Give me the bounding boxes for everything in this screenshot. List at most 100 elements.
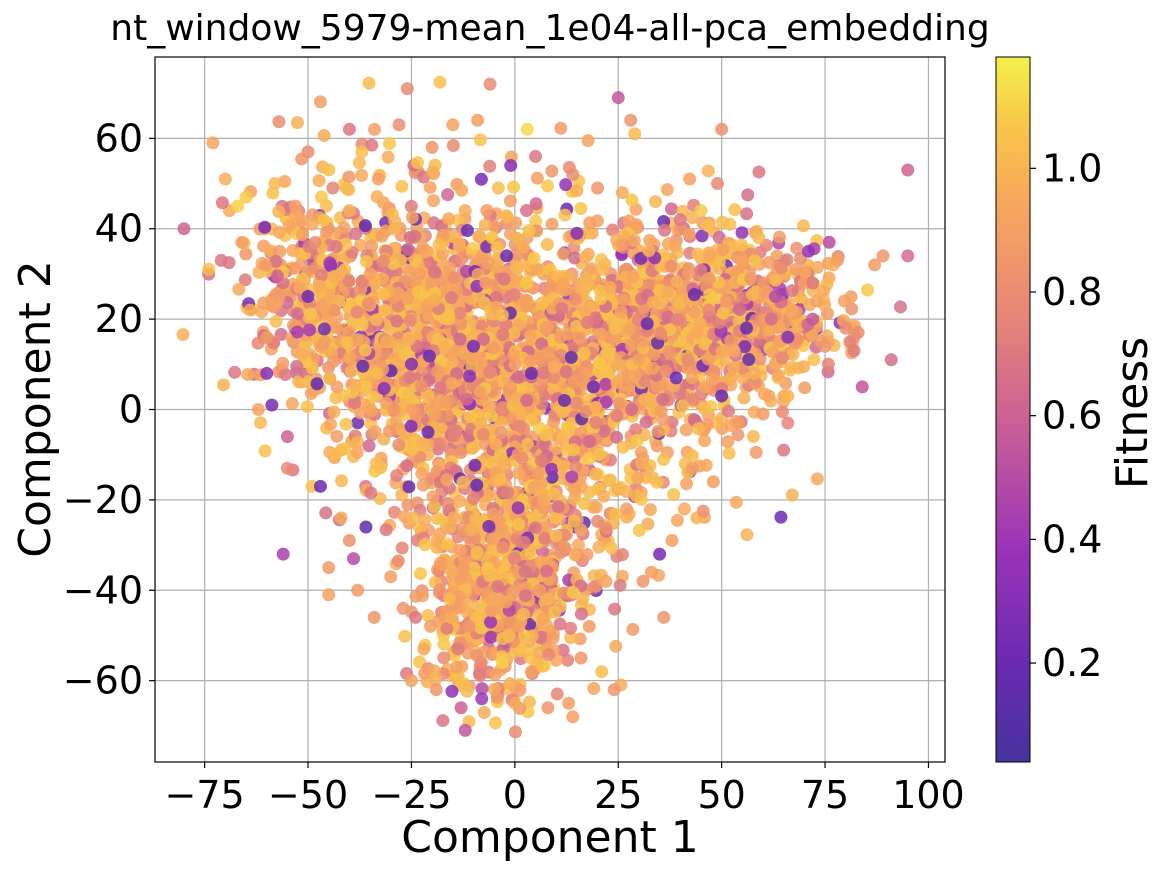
background-point: [673, 297, 687, 311]
data-point: [595, 665, 609, 679]
background-point: [603, 473, 617, 487]
background-point: [616, 238, 630, 252]
background-point: [484, 630, 498, 644]
background-point: [579, 405, 593, 419]
background-point: [691, 247, 705, 261]
data-point: [855, 380, 869, 394]
background-point: [342, 325, 356, 339]
background-point: [228, 365, 242, 379]
background-point: [529, 197, 543, 211]
background-point: [570, 184, 584, 198]
background-point: [577, 497, 591, 511]
data-point: [781, 330, 795, 344]
chart-title: nt_window_5979-mean_1e04-all-pca_embeddi…: [110, 8, 989, 49]
x-tick-label: −75: [165, 773, 245, 817]
data-point: [644, 565, 658, 579]
background-point: [527, 251, 541, 265]
background-point: [499, 595, 513, 609]
background-point: [670, 313, 684, 327]
background-point: [494, 426, 508, 440]
data-point: [570, 226, 584, 240]
data-point: [868, 258, 882, 272]
background-point: [616, 440, 630, 454]
background-point: [686, 393, 700, 407]
data-point: [508, 696, 522, 710]
background-point: [409, 589, 423, 603]
background-point: [656, 392, 670, 406]
background-point: [258, 220, 272, 234]
data-point: [715, 389, 729, 403]
background-point: [724, 334, 738, 348]
background-point: [679, 423, 693, 437]
background-point: [590, 214, 604, 228]
x-tick-label: 0: [503, 773, 527, 817]
background-point: [470, 545, 484, 559]
background-point: [643, 503, 657, 517]
background-point: [547, 370, 561, 384]
data-point: [388, 222, 402, 236]
colorbar-tick-label: 0.4: [1042, 517, 1102, 561]
background-point: [444, 291, 458, 305]
data-point: [268, 177, 282, 191]
background-point: [589, 400, 603, 414]
background-point: [635, 456, 649, 470]
y-tick-label: −60: [63, 659, 143, 703]
background-point: [456, 475, 470, 489]
background-point: [559, 178, 573, 192]
background-point: [257, 296, 271, 310]
background-point: [657, 223, 671, 237]
data-point: [789, 262, 803, 276]
background-point: [453, 332, 467, 346]
background-point: [541, 179, 555, 193]
background-point: [418, 538, 432, 552]
data-point: [901, 163, 915, 177]
background-point: [477, 706, 491, 720]
background-point: [588, 467, 602, 481]
background-point: [390, 469, 404, 483]
background-point: [401, 498, 415, 512]
data-point: [541, 701, 555, 715]
background-point: [510, 260, 524, 274]
data-point: [628, 127, 642, 141]
data-point: [322, 561, 336, 575]
background-point: [520, 276, 534, 290]
background-point: [471, 267, 485, 281]
background-point: [749, 445, 763, 459]
background-point: [522, 695, 536, 709]
data-point: [409, 610, 423, 624]
background-point: [327, 269, 341, 283]
data-point: [371, 172, 385, 186]
data-point: [901, 249, 915, 263]
background-point: [433, 381, 447, 395]
background-point: [292, 375, 306, 389]
background-point: [369, 313, 383, 327]
background-point: [817, 284, 831, 298]
data-point: [202, 262, 216, 276]
data-point: [578, 366, 592, 380]
background-point: [766, 345, 780, 359]
background-point: [486, 507, 500, 521]
x-tick-label: 100: [892, 773, 965, 817]
background-point: [740, 207, 754, 221]
background-point: [488, 668, 502, 682]
x-tick-label: −50: [268, 773, 348, 817]
background-point: [339, 417, 353, 431]
background-point: [327, 405, 341, 419]
background-point: [476, 427, 490, 441]
background-point: [350, 445, 364, 459]
background-point: [515, 451, 529, 465]
background-point: [625, 402, 639, 416]
data-point: [491, 181, 505, 195]
data-point: [806, 312, 820, 326]
background-point: [299, 337, 313, 351]
background-point: [395, 541, 409, 555]
data-point: [719, 294, 733, 308]
background-point: [664, 259, 678, 273]
background-point: [304, 307, 318, 321]
data-point: [727, 344, 741, 358]
background-point: [358, 219, 372, 233]
background-point: [550, 687, 564, 701]
background-point: [507, 180, 521, 194]
background-point: [568, 548, 582, 562]
background-point: [361, 297, 375, 311]
